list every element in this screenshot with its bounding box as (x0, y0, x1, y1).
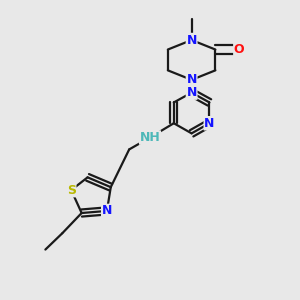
Text: N: N (204, 117, 214, 130)
Text: N: N (102, 204, 112, 218)
Text: NH: NH (140, 131, 160, 144)
Text: S: S (67, 184, 76, 196)
Text: N: N (186, 74, 197, 86)
Text: N: N (186, 86, 197, 99)
Text: O: O (234, 43, 244, 56)
Text: N: N (186, 34, 197, 46)
